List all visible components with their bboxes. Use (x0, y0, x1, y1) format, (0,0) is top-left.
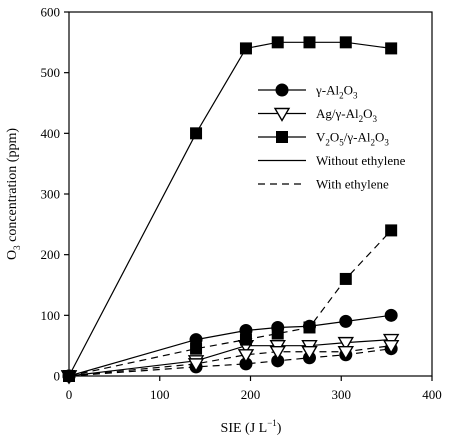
legend-label-part: 2 (325, 138, 330, 148)
data-point (239, 333, 252, 346)
legend-label-part: Without ethylene (316, 153, 406, 168)
plot-area (60, 36, 400, 385)
data-point (337, 336, 355, 352)
data-point (271, 36, 284, 49)
data-point (303, 36, 316, 49)
legend-marker (276, 131, 288, 143)
legend-entry: Ag/γ-Al2O3 (258, 106, 377, 124)
legend-label: Without ethylene (316, 153, 406, 168)
y-axis-title-main: O (5, 250, 20, 260)
data-point (271, 327, 284, 340)
data-point (385, 42, 398, 55)
legend-entry: Without ethylene (258, 153, 406, 168)
x-axis-title-end: ) (277, 421, 282, 436)
legend-label-part: Ag/γ-Al (316, 106, 359, 121)
data-point (339, 36, 352, 49)
data-point (385, 224, 398, 237)
legend-label-part: 3 (353, 91, 358, 101)
data-point (271, 354, 285, 368)
x-tick-label: 100 (150, 387, 170, 402)
y-tick-label: 100 (41, 308, 61, 323)
legend-label-part: 2 (370, 138, 375, 148)
legend-label-part: 2 (359, 114, 364, 124)
data-point (339, 314, 353, 328)
series-dashed-V2O5/gamma-Al2O3 (63, 224, 398, 382)
x-axis-title-main: SIE (J L (221, 421, 268, 436)
x-axis-title-sup: −1 (267, 418, 277, 428)
axes: 0 100 200 300 400 0 100 200 300 400 500 600 (41, 5, 442, 403)
y-tick-label: 200 (41, 247, 61, 262)
legend-label-part: O (363, 106, 372, 121)
data-point (190, 342, 203, 355)
legend-label-part: O (330, 130, 339, 145)
legend-label: V2O5/γ-Al2O3 (316, 130, 389, 148)
plot-frame (68, 11, 433, 377)
x-tick-label: 200 (241, 387, 261, 402)
x-axis-title: SIE (J L−1) (221, 418, 282, 436)
legend-label-part: γ-Al (315, 83, 339, 98)
data-point (269, 346, 286, 361)
legend-label: With ethylene (316, 177, 389, 192)
data-point (237, 349, 255, 364)
data-point (339, 272, 352, 285)
legend-label-part: O (375, 130, 384, 145)
x-tick-label: 0 (66, 387, 73, 402)
y-tick-label: 400 (41, 126, 61, 141)
data-point (303, 321, 316, 334)
legend-label-part: 3 (372, 114, 377, 124)
legend-label: Ag/γ-Al2O3 (316, 106, 377, 124)
legend-entry: γ-Al2O3 (258, 83, 358, 101)
y-tick-label: 0 (54, 369, 61, 384)
x-tick-label: 400 (422, 387, 442, 402)
legend-label-part: 3 (384, 138, 389, 148)
legend-marker (275, 83, 289, 97)
y-axis-title: O3 concentration (ppm) (5, 128, 22, 260)
data-point (190, 127, 203, 140)
legend-label-part: 5 (339, 138, 344, 148)
data-point (384, 308, 398, 322)
data-point (382, 339, 400, 355)
y-tick-label: 600 (41, 5, 61, 20)
series-dashed-Ag/gamma-Al2O3 (60, 339, 400, 385)
legend-label-part: V (316, 130, 326, 145)
data-point (301, 346, 318, 361)
legend-entry: V2O5/γ-Al2O3 (258, 130, 389, 148)
legend-label-part: With ethylene (316, 177, 389, 192)
y-axis-title-sub: 3 (12, 245, 22, 250)
legend-label-part: /γ-Al (344, 130, 371, 145)
legend-marker (273, 107, 291, 122)
legend-label-part: 2 (339, 91, 344, 101)
y-axis-title-end: concentration (ppm) (5, 128, 20, 246)
y-tick-label: 300 (41, 187, 61, 202)
data-point (239, 357, 253, 371)
data-point (187, 358, 205, 373)
data-point (239, 42, 252, 55)
legend-label-part: O (344, 83, 353, 98)
y-tick-label: 500 (41, 65, 61, 80)
legend-entry: With ethylene (258, 177, 389, 192)
legend-label: γ-Al2O3 (315, 83, 358, 101)
x-tick-label: 300 (332, 387, 352, 402)
data-point (337, 346, 355, 361)
